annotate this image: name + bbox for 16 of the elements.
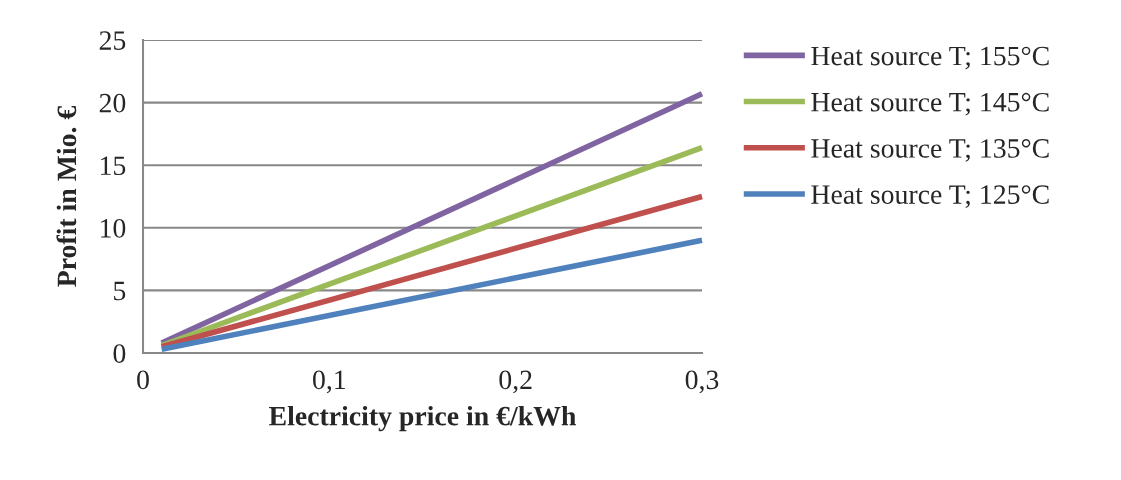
legend-label: Heat source T; 125°C bbox=[811, 185, 1049, 208]
y-tick-label: 20 bbox=[99, 93, 126, 113]
legend-label: Heat source T; 135°C bbox=[811, 139, 1049, 162]
x-tick-label: 0,1 bbox=[313, 370, 346, 394]
x-tick-label: 0,3 bbox=[685, 370, 719, 394]
y-tick-label: 15 bbox=[101, 156, 126, 176]
legend-label: Heat source T; 145°C bbox=[811, 92, 1049, 116]
y-axis-title: Profit in Mio. € bbox=[56, 106, 77, 287]
x-tick-label: 0,2 bbox=[499, 370, 532, 394]
y-tick-label: 10 bbox=[101, 218, 126, 238]
x-tick-label: 0 bbox=[137, 370, 149, 390]
legend-label: Heat source T; 155°C bbox=[811, 46, 1049, 70]
x-axis-title: Electricity price in €/kWh bbox=[269, 405, 576, 432]
y-tick-label: 5 bbox=[114, 281, 126, 301]
y-tick-label: 0 bbox=[113, 344, 126, 363]
y-tick-label: 25 bbox=[99, 31, 126, 50]
